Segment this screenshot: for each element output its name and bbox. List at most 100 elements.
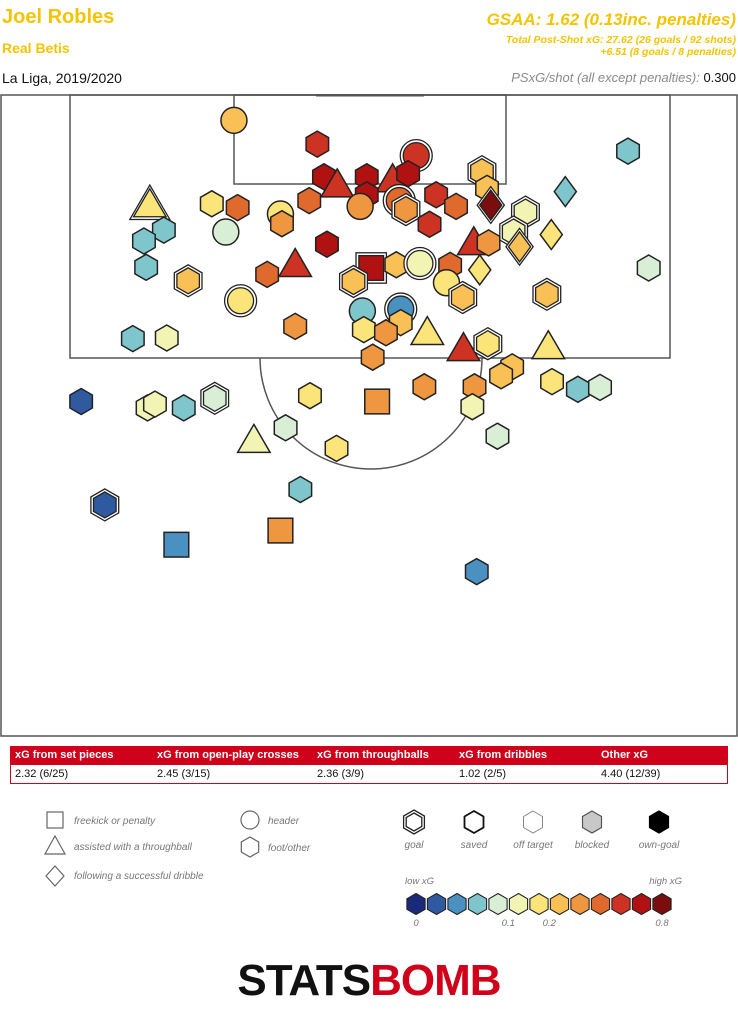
- outcome-legend-label: saved: [461, 840, 488, 851]
- shot-marker: [171, 394, 196, 422]
- scale-swatch: [590, 892, 611, 916]
- shot-marker: [505, 227, 534, 267]
- table-header-set-pieces: xG from set pieces: [15, 749, 114, 761]
- shot-marker: [355, 252, 388, 284]
- shot-marker: [220, 106, 248, 135]
- scale-tick: 0.2: [543, 918, 557, 929]
- shot-marker: [417, 210, 442, 239]
- shot-marker: [131, 227, 156, 255]
- outcome-legend-item: saved: [461, 809, 488, 851]
- shot-marker: [489, 361, 514, 390]
- xg-breakdown-table: xG from set pieces xG from open-play cro…: [10, 746, 728, 784]
- shot-marker: [199, 189, 224, 218]
- shot-marker: [540, 367, 565, 396]
- shot-marker: [223, 284, 258, 318]
- competition-season: La Liga, 2019/2020: [2, 70, 122, 86]
- outcome-legend-item: goal: [402, 809, 426, 851]
- diamond-legend-icon: [45, 865, 65, 887]
- psxg-per-shot-label: PSxG/shot (all except penalties):: [511, 70, 700, 85]
- shot-marker: [225, 193, 250, 222]
- shot-marker: [120, 324, 145, 353]
- shot-marker: [200, 381, 230, 416]
- shot-marker: [485, 422, 510, 451]
- shot-marker: [277, 247, 313, 278]
- table-value-crosses: 2.45 (3/15): [157, 768, 211, 780]
- shot-marker: [297, 381, 322, 410]
- outcome-legend-label: goal: [405, 840, 425, 851]
- shot-marker: [396, 159, 421, 188]
- shot-marker: [173, 264, 203, 298]
- gsaa-summary: GSAA: 1.62 (0.13inc. penalties): [486, 10, 736, 29]
- scale-swatch: [570, 892, 590, 916]
- outcome-legend-label: off target: [513, 840, 554, 851]
- psxg-per-shot-value: 0.300: [703, 70, 736, 85]
- scale-swatch: [406, 892, 426, 916]
- shot-marker: [476, 185, 506, 225]
- scale-swatch: [488, 892, 508, 916]
- shot-marker: [134, 253, 159, 282]
- table-value-dribbles: 1.02 (2/5): [459, 768, 507, 780]
- scale-swatch: [549, 892, 570, 916]
- table-header-dribbles: xG from dribbles: [459, 749, 548, 761]
- shot-marker: [142, 390, 167, 418]
- shot-marker: [464, 557, 489, 586]
- scale-swatch: [447, 892, 467, 916]
- shot-marker: [314, 230, 339, 259]
- legend-label-diamond: following a successful dribble: [74, 871, 204, 882]
- outcome-legend-item: blocked: [575, 810, 610, 851]
- scale-low-label: low xG: [405, 876, 434, 887]
- shot-marker: [476, 229, 501, 257]
- shot-marker: [324, 434, 349, 463]
- shot-marker: [636, 254, 661, 282]
- shot-marker: [532, 277, 562, 312]
- shot-marker: [530, 329, 566, 360]
- triangle-legend-icon: [43, 834, 67, 855]
- table-value-other: 4.40 (12/39): [601, 768, 661, 780]
- legend-label-circle: header: [268, 816, 300, 827]
- outcome-legend-item: off target: [513, 810, 554, 851]
- shot-marker: [412, 372, 437, 401]
- scale-high-label: high xG: [649, 876, 682, 887]
- shot-marker: [351, 315, 376, 344]
- outcome-legend-item: own-goal: [639, 810, 680, 851]
- shot-marker: [255, 260, 280, 289]
- scale-swatch: [652, 892, 672, 916]
- shot-marker: [283, 312, 308, 341]
- legend-label-hexagon: foot/other: [268, 843, 311, 854]
- scale-swatch: [426, 892, 447, 916]
- shot-marker: [236, 422, 272, 454]
- shot-marker: [364, 388, 391, 415]
- scale-tick: 0.8: [655, 918, 669, 929]
- shot-marker: [539, 218, 564, 251]
- shot-marker: [288, 475, 313, 504]
- shot-marker: [267, 517, 294, 544]
- psxg-per-shot: PSxG/shot (all except penalties): 0.300: [511, 70, 736, 85]
- shot-marker: [360, 343, 385, 372]
- xg-breakdown-header: [11, 747, 727, 765]
- scale-swatch: [631, 892, 652, 916]
- shot-marker: [587, 373, 613, 402]
- shot-map: [0, 94, 738, 737]
- total-psxg-line: Total Post-Shot xG: 27.62 (26 goals / 92…: [505, 34, 736, 46]
- outcome-legend-label: blocked: [575, 840, 610, 851]
- shots-layer: [69, 106, 661, 586]
- table-header-other: Other xG: [601, 749, 649, 761]
- scale-tick: 0.1: [502, 918, 515, 929]
- penalties-psxg-line: +6.51 (8 goals / 8 penalties): [600, 46, 736, 58]
- shot-marker: [338, 264, 369, 299]
- circle-legend-icon: [240, 810, 260, 830]
- shot-marker: [391, 192, 421, 227]
- outcome-legend: goal saved off target blocked own-goal: [402, 809, 680, 851]
- shot-marker: [154, 324, 179, 352]
- statsbomb-logo: STATSBOMB: [0, 956, 738, 1006]
- shot-marker: [128, 183, 171, 221]
- shot-marker: [273, 413, 298, 442]
- table-header-crosses: xG from open-play crosses: [157, 749, 299, 761]
- xg-color-scale: low xG high xG 0 0.1 0.2 0.8: [405, 876, 682, 929]
- scale-tick: 0: [413, 918, 419, 929]
- shot-marker: [373, 318, 398, 347]
- logo-part-bomb: BOMB: [370, 956, 501, 1005]
- shot-marker: [403, 246, 437, 281]
- shot-marker: [473, 326, 503, 361]
- shot-marker: [305, 130, 330, 158]
